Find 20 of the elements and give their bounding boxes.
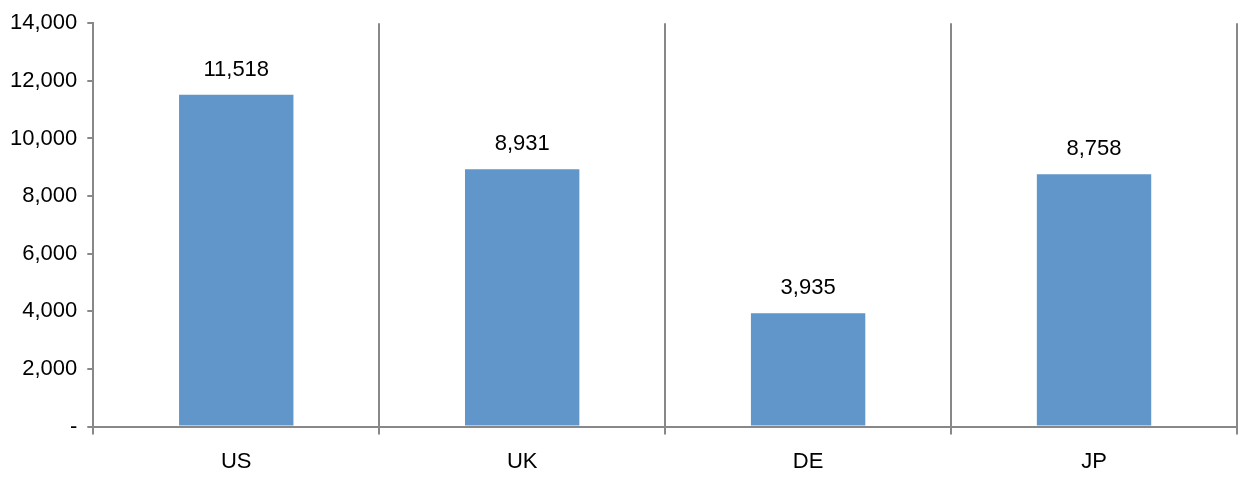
x-tick-label: JP (1081, 447, 1107, 473)
data-label: 3,935 (780, 274, 836, 300)
bar (465, 169, 580, 426)
x-tick-label: UK (506, 447, 538, 473)
data-label: 11,518 (203, 55, 270, 81)
y-tick-label: 6,000 (22, 239, 78, 265)
x-tick-label: DE (792, 447, 824, 473)
data-label: 8,931 (494, 130, 550, 156)
y-tick-label: 14,000 (9, 9, 78, 35)
bar (179, 94, 294, 426)
y-tick-label: 4,000 (22, 297, 78, 323)
bar (1036, 174, 1152, 426)
x-tick-label: US (220, 447, 252, 473)
y-tick-label: 2,000 (22, 355, 78, 381)
y-tick-label: - (69, 412, 78, 438)
y-tick-label: 10,000 (9, 124, 78, 150)
y-tick-label: 8,000 (22, 182, 78, 208)
y-tick-label: 12,000 (9, 66, 78, 92)
data-label: 8,758 (1066, 135, 1122, 161)
bar (750, 313, 866, 426)
